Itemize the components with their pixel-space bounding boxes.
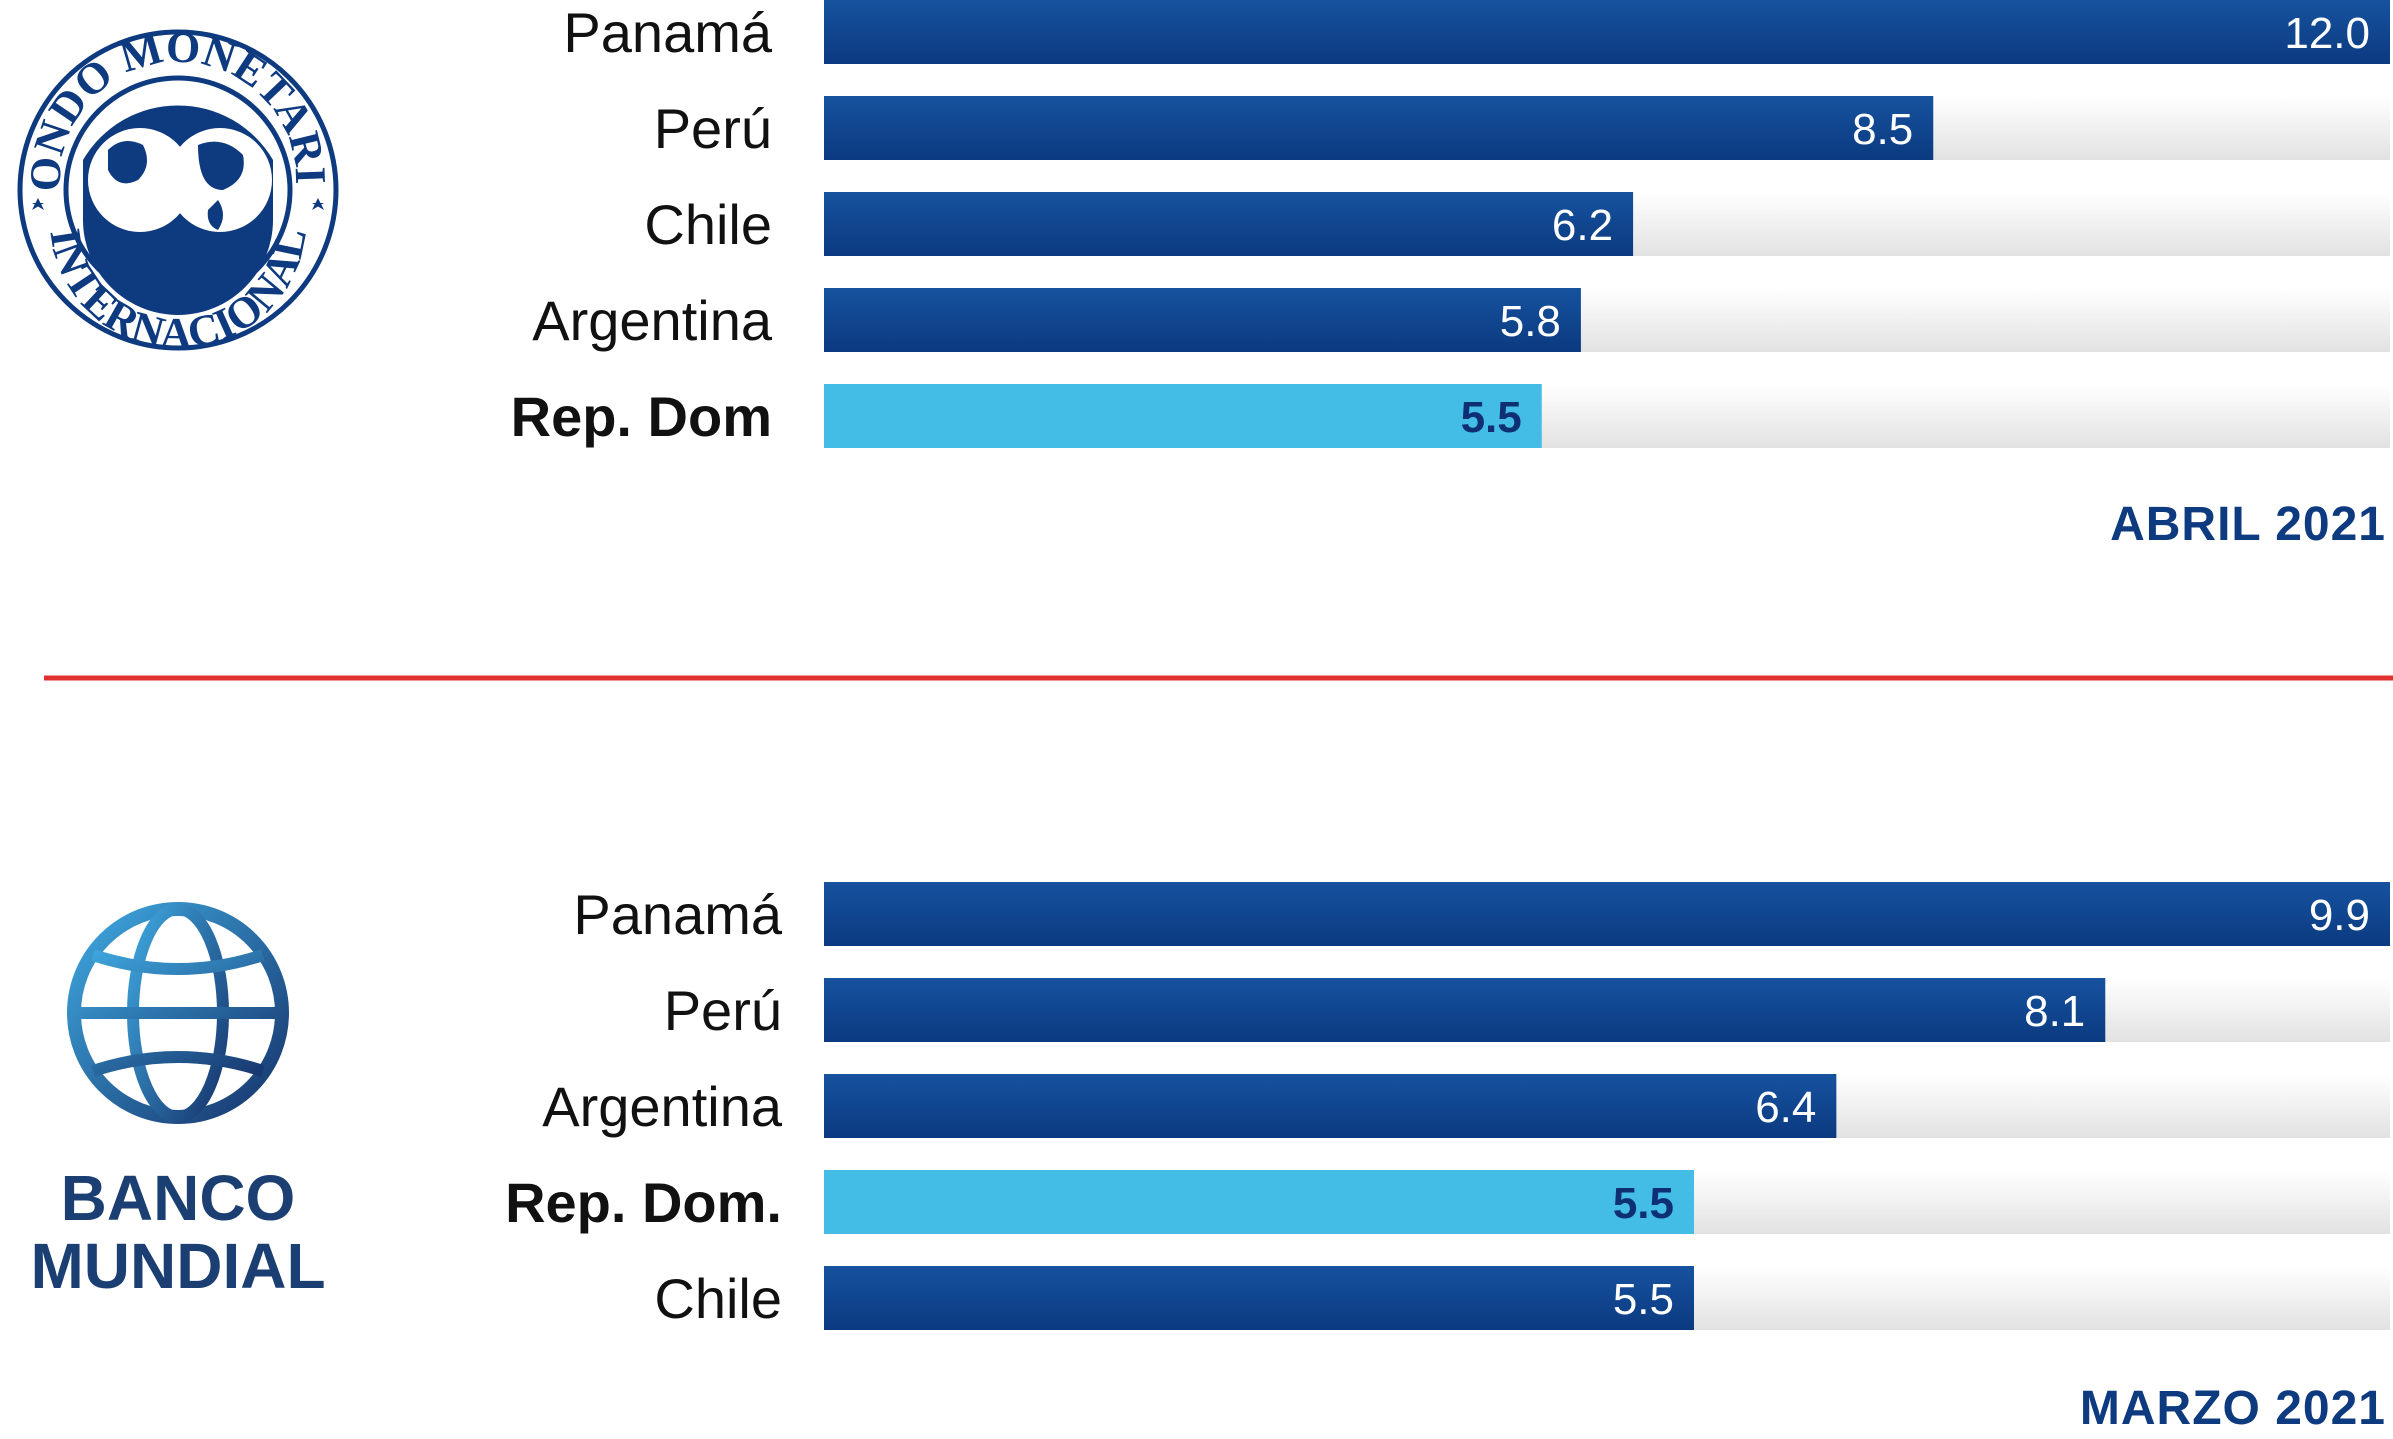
category-label: Perú [664,979,782,1042]
bar-wb-4 [824,1266,1694,1330]
bar-chart-imf: Panamá 12.0 Perú 8.5 Chile 6.2 Argentina 5.8 Rep… [511,0,2390,448]
value-label: 6.2 [1552,201,1613,250]
value-label: 8.1 [2024,987,2085,1036]
category-label: Chile [654,1267,782,1330]
bar-wb-0 [824,882,2390,946]
value-label: 6.4 [1755,1083,1816,1132]
bar-wb-3 [824,1170,1694,1234]
bar-imf-0 [824,0,2390,64]
category-label: Chile [644,193,772,256]
value-label: 9.9 [2309,891,2370,940]
period-label-wb: MARZO 2021 [2080,1382,2386,1435]
value-label: 5.5 [1613,1275,1674,1324]
category-label: Panamá [573,883,782,946]
category-label: Rep. Dom. [505,1171,782,1234]
bar-imf-2 [824,192,1634,256]
value-label: 5.8 [1500,297,1561,346]
world-bank-globe-icon [67,902,289,1124]
category-label: Argentina [532,289,773,352]
bar-chart-world-bank: Panamá 9.9 Perú 8.1 Argentina 6.4 Rep. Dom. 5.5… [505,882,2390,1330]
wb-logo-text-banco: BANCO [61,1162,296,1234]
bar-wb-1 [824,978,2106,1042]
value-label: 5.5 [1613,1179,1674,1228]
category-label: Argentina [542,1075,783,1138]
period-label-imf: ABRIL 2021 [2110,498,2386,551]
value-label: 8.5 [1852,105,1913,154]
bar-imf-1 [824,96,1934,160]
wb-logo-text-mundial: MUNDIAL [30,1230,325,1302]
bar-imf-3 [824,288,1581,352]
category-label: Perú [654,97,772,160]
bar-wb-2 [824,1074,1837,1138]
value-label: 5.5 [1461,393,1522,442]
value-label: 12.0 [2284,9,2370,58]
bar-imf-4 [824,384,1542,448]
imf-seal-icon: FONDO MONETARIO INTERNACIONAL [17,22,339,358]
category-label: Panamá [563,1,772,64]
category-label: Rep. Dom [511,385,772,448]
